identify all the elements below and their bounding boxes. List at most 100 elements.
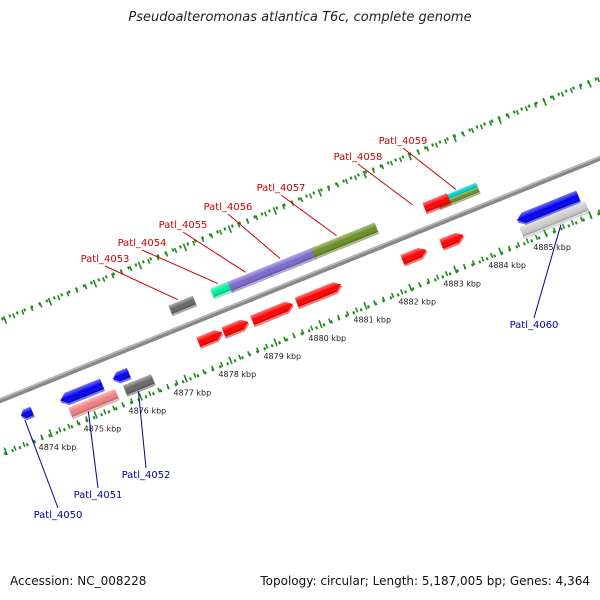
gene-label[interactable]: Patl_4055: [159, 220, 208, 231]
gene-label[interactable]: Patl_4050: [34, 510, 83, 521]
gene-feature-shade: [227, 265, 272, 291]
major-tick: [587, 79, 592, 88]
major-tick: [363, 301, 368, 310]
major-tick: [137, 261, 143, 270]
minor-tick: [398, 157, 403, 163]
minor-tick: [166, 383, 170, 389]
scale-label: 4874 kbp: [39, 443, 77, 452]
minor-tick: [461, 131, 466, 137]
label-leader-line: [533, 224, 562, 319]
scale-label-group: 4878 kbp: [218, 370, 256, 379]
minor-tick: [372, 300, 377, 306]
major-tick: [138, 392, 143, 401]
scale-label-group: 4880 kbp: [308, 334, 346, 343]
label-leader-line: [402, 147, 457, 190]
gene-feature-shade: [294, 282, 342, 308]
gene-label[interactable]: Patl_4057: [257, 183, 306, 194]
minor-tick: [57, 295, 61, 301]
minor-tick: [308, 193, 313, 199]
gene-label[interactable]: Patl_4059: [379, 136, 428, 147]
minor-tick: [390, 292, 395, 299]
minor-tick: [417, 281, 422, 288]
minor-tick: [30, 305, 34, 312]
label-leader-line: [227, 213, 281, 259]
minor-tick: [434, 142, 439, 148]
scale-label-group: 4875 kbp: [84, 425, 122, 434]
major-tick: [407, 152, 412, 161]
minor-tick: [84, 284, 88, 290]
scale-label: 4878 kbp: [218, 370, 256, 379]
minor-tick: [516, 241, 521, 248]
major-tick: [228, 356, 233, 365]
minor-tick: [380, 164, 385, 170]
minor-tick: [247, 350, 251, 357]
minor-tick: [175, 380, 179, 386]
scale-label: 4877 kbp: [173, 388, 211, 397]
gene-feature-shade: [422, 193, 451, 213]
minor-tick: [211, 365, 215, 371]
minor-tick: [344, 178, 349, 185]
minor-tick: [533, 102, 538, 108]
minor-tick: [310, 325, 314, 331]
minor-tick: [292, 332, 296, 339]
minor-tick: [147, 258, 151, 264]
minor-tick: [245, 218, 250, 225]
minor-tick: [281, 204, 286, 210]
minor-tick: [218, 229, 223, 235]
gene-feature-shade: [439, 232, 464, 249]
gene-feature-shade: [311, 222, 379, 258]
label-leader-line: [87, 411, 99, 489]
gene-label[interactable]: Patl_4058: [334, 152, 383, 163]
minor-tick: [552, 227, 557, 233]
gene-label[interactable]: Patl_4056: [204, 202, 253, 213]
label-leader-line: [280, 194, 337, 237]
minor-tick: [470, 127, 475, 134]
major-tick: [362, 170, 367, 179]
major-tick: [453, 265, 458, 274]
gene-label[interactable]: Patl_4053: [81, 254, 130, 265]
scale-label-group: 4881 kbp: [353, 316, 391, 325]
major-tick: [3, 447, 8, 456]
gene-feature-shade: [60, 378, 105, 404]
accession-label: Accession: NC_008228: [10, 574, 147, 588]
scale-label: 4882 kbp: [398, 297, 436, 306]
gene-feature-shade: [20, 406, 34, 419]
minor-tick: [480, 256, 485, 262]
scale-label-group: 4877 kbp: [173, 388, 211, 397]
minor-tick: [191, 240, 196, 246]
minor-tick: [435, 274, 440, 280]
minor-tick: [578, 84, 583, 90]
minor-tick: [328, 318, 332, 324]
major-tick: [48, 429, 53, 438]
minor-tick: [299, 196, 304, 203]
major-tick: [317, 188, 323, 197]
minor-tick: [524, 106, 529, 112]
gene-feature-shade: [267, 247, 316, 275]
gene-label[interactable]: Patl_4052: [122, 470, 171, 481]
minor-tick: [130, 398, 134, 404]
minor-tick: [471, 260, 476, 266]
minor-tick: [76, 420, 80, 426]
minor-tick: [13, 445, 17, 451]
minor-tick: [40, 434, 44, 440]
major-tick: [543, 229, 548, 238]
scale-label: 4884 kbp: [488, 261, 526, 270]
major-tick: [408, 283, 413, 292]
minor-tick: [58, 427, 62, 433]
minor-tick: [444, 271, 449, 277]
minor-tick: [256, 347, 260, 353]
minor-tick: [416, 149, 421, 155]
gene-label[interactable]: Patl_4054: [118, 238, 167, 249]
major-tick: [2, 315, 8, 324]
gene-label[interactable]: Patl_4051: [74, 490, 123, 501]
minor-tick: [335, 182, 340, 188]
gene-feature-shade: [250, 301, 293, 326]
gene-label[interactable]: Patl_4060: [510, 320, 559, 331]
scale-label-group: 4884 kbp: [488, 261, 526, 270]
major-tick: [318, 320, 323, 329]
map-title: Pseudoalteromonas atlantica T6c, complet…: [128, 10, 472, 25]
minor-tick: [301, 329, 305, 335]
major-tick: [273, 338, 278, 347]
scale-label: 4875 kbp: [84, 425, 122, 434]
